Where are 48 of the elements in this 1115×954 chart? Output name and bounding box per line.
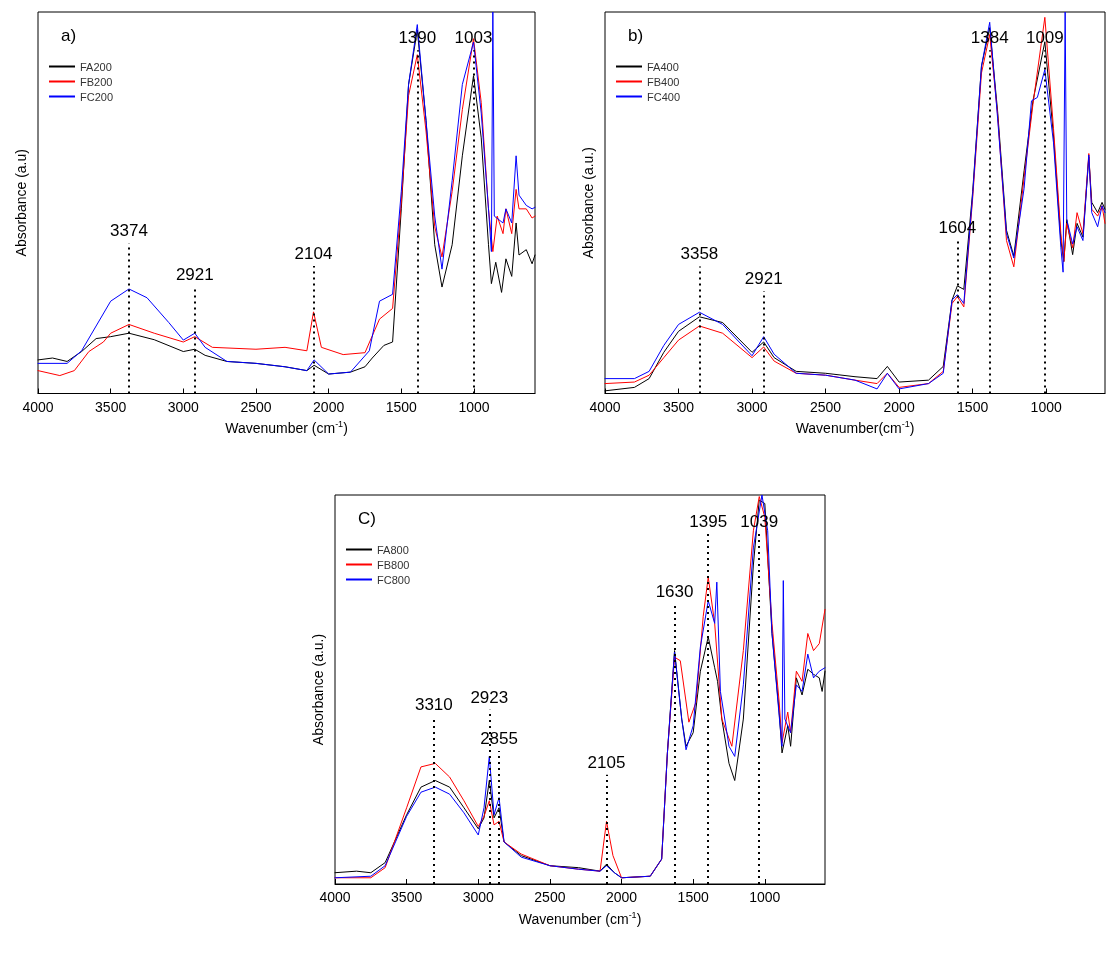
ref-line-label: 2921 bbox=[175, 265, 214, 285]
x-tick-label: 2500 bbox=[534, 889, 566, 905]
ref-line-label: 1395 bbox=[689, 511, 728, 531]
text: a) bbox=[61, 26, 77, 45]
ref-line-label: 2855 bbox=[480, 728, 518, 748]
x-tick-label: 4000 bbox=[589, 398, 621, 415]
legend-label: FB400 bbox=[647, 75, 680, 88]
ref-line-label: 2104 bbox=[294, 244, 333, 264]
y-axis-title: Absorbance (a.u) bbox=[13, 149, 29, 257]
x-tick-label: 2500 bbox=[240, 398, 272, 415]
legend-label: FC800 bbox=[377, 573, 411, 586]
legend-label: FA400 bbox=[647, 60, 679, 73]
x-tick-label: 1000 bbox=[749, 889, 781, 905]
x-tick-label: 3500 bbox=[95, 398, 127, 415]
x-tick-label: 2000 bbox=[313, 398, 345, 415]
x-tick-label: 2000 bbox=[605, 889, 638, 905]
x-tick-label: 4000 bbox=[22, 398, 54, 415]
ref-line-label: 1630 bbox=[655, 581, 694, 601]
x-tick-label: 1500 bbox=[385, 398, 418, 415]
x-tick-label: 1000 bbox=[1030, 398, 1062, 415]
ref-line-label: 2923 bbox=[470, 687, 509, 707]
y-axis-title: Absorbance (a.u.) bbox=[310, 633, 326, 746]
ref-line-label: 1003 bbox=[454, 28, 493, 48]
x-tick-label: 3500 bbox=[662, 398, 695, 415]
legend-label: FA200 bbox=[80, 60, 112, 73]
x-tick-label: 3500 bbox=[391, 889, 423, 905]
ref-line-label: 2921 bbox=[744, 268, 783, 288]
text: C) bbox=[358, 509, 376, 528]
text: b) bbox=[628, 26, 644, 45]
legend-label: FA800 bbox=[377, 543, 409, 556]
x-tick-label: 1500 bbox=[957, 398, 989, 415]
ref-line-label: 3374 bbox=[110, 221, 148, 241]
x-tick-label: 2000 bbox=[883, 398, 915, 415]
x-tick-label: 3000 bbox=[462, 889, 495, 905]
x-tick-label: 3000 bbox=[167, 398, 200, 415]
x-tick-label: 2500 bbox=[810, 398, 842, 415]
x-tick-label: 4000 bbox=[319, 889, 351, 905]
ref-line-label: 3310 bbox=[414, 695, 453, 715]
legend-label: FB800 bbox=[377, 558, 410, 571]
ref-line-label: 3358 bbox=[680, 244, 719, 264]
y-axis-title: Absorbance (a.u.) bbox=[580, 147, 596, 259]
legend-label: FB200 bbox=[80, 75, 113, 88]
ref-line-label: 2105 bbox=[587, 752, 626, 772]
x-tick-label: 1000 bbox=[458, 398, 490, 415]
legend-label: FC400 bbox=[647, 90, 681, 103]
x-tick-label: 3000 bbox=[736, 398, 768, 415]
x-tick-label: 1500 bbox=[677, 889, 709, 905]
legend-label: FC200 bbox=[80, 90, 114, 103]
